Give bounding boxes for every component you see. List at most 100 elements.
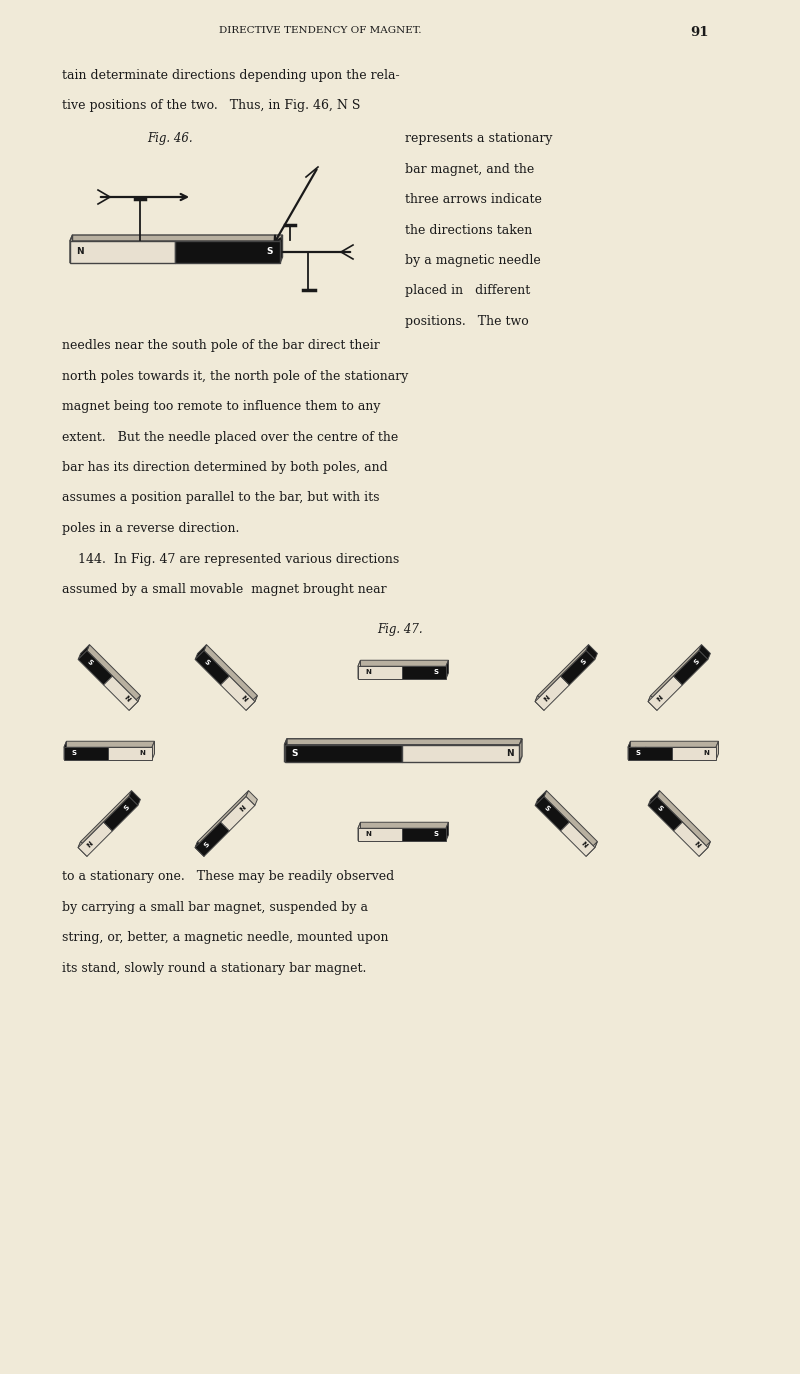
Polygon shape <box>358 661 361 679</box>
Text: N: N <box>655 695 664 703</box>
Text: S: S <box>86 658 94 666</box>
Polygon shape <box>78 644 90 660</box>
Polygon shape <box>108 747 152 760</box>
Text: placed in   different: placed in different <box>405 284 530 298</box>
Polygon shape <box>519 739 522 763</box>
Polygon shape <box>358 822 361 841</box>
Text: three arrows indicate: three arrows indicate <box>405 192 542 206</box>
Polygon shape <box>129 695 140 710</box>
Polygon shape <box>648 695 659 710</box>
Polygon shape <box>402 745 519 763</box>
Polygon shape <box>699 841 710 856</box>
Polygon shape <box>358 822 449 829</box>
Polygon shape <box>70 235 73 262</box>
Polygon shape <box>535 676 570 710</box>
Polygon shape <box>699 644 710 660</box>
Text: Fig. 47.: Fig. 47. <box>377 624 423 636</box>
Text: N: N <box>86 841 94 849</box>
Polygon shape <box>648 790 659 805</box>
Polygon shape <box>716 741 718 760</box>
Polygon shape <box>648 644 702 702</box>
Text: poles in a reverse direction.: poles in a reverse direction. <box>62 522 239 534</box>
Polygon shape <box>204 644 258 702</box>
Text: N: N <box>139 750 145 757</box>
Polygon shape <box>175 240 280 262</box>
Polygon shape <box>628 741 630 760</box>
Polygon shape <box>285 739 522 745</box>
Text: S: S <box>579 658 587 666</box>
Text: N: N <box>76 247 84 257</box>
Polygon shape <box>195 822 230 856</box>
Text: by carrying a small bar magnet, suspended by a: by carrying a small bar magnet, suspende… <box>62 901 368 914</box>
Text: positions.   The two: positions. The two <box>405 315 529 328</box>
Text: its stand, slowly round a stationary bar magnet.: its stand, slowly round a stationary bar… <box>62 962 366 976</box>
Polygon shape <box>64 741 154 747</box>
Polygon shape <box>446 661 449 679</box>
Polygon shape <box>586 644 598 660</box>
Text: to a stationary one.   These may be readily observed: to a stationary one. These may be readil… <box>62 871 394 883</box>
Text: S: S <box>202 658 210 666</box>
Polygon shape <box>221 797 255 831</box>
Polygon shape <box>285 739 287 763</box>
Polygon shape <box>195 651 230 684</box>
Text: represents a stationary: represents a stationary <box>405 132 553 146</box>
Text: S: S <box>434 669 438 676</box>
Text: S: S <box>693 658 700 666</box>
Text: N: N <box>692 841 701 849</box>
Polygon shape <box>129 790 140 805</box>
Polygon shape <box>535 695 546 710</box>
Text: tain determinate directions depending upon the rela-: tain determinate directions depending up… <box>62 69 400 82</box>
Text: string, or, better, a magnetic needle, mounted upon: string, or, better, a magnetic needle, m… <box>62 932 389 944</box>
Polygon shape <box>195 841 206 856</box>
Polygon shape <box>648 676 682 710</box>
Text: S: S <box>122 804 130 812</box>
Text: S: S <box>656 804 663 812</box>
Polygon shape <box>358 661 449 666</box>
Polygon shape <box>195 790 249 848</box>
Text: N: N <box>239 695 247 703</box>
Polygon shape <box>535 644 589 702</box>
Polygon shape <box>628 747 672 760</box>
Polygon shape <box>70 240 175 262</box>
Text: N: N <box>122 695 130 703</box>
Text: N: N <box>542 695 551 703</box>
Polygon shape <box>674 822 708 856</box>
Polygon shape <box>78 822 113 856</box>
Text: 91: 91 <box>690 26 709 38</box>
Text: S: S <box>542 804 550 812</box>
Polygon shape <box>70 235 282 240</box>
Text: N: N <box>579 841 587 849</box>
Text: S: S <box>291 749 298 758</box>
Text: bar magnet, and the: bar magnet, and the <box>405 162 534 176</box>
Text: S: S <box>202 841 210 849</box>
Polygon shape <box>657 790 710 848</box>
Polygon shape <box>195 644 206 660</box>
Polygon shape <box>402 666 446 679</box>
Polygon shape <box>78 841 90 856</box>
Polygon shape <box>103 797 138 831</box>
Text: N: N <box>365 669 371 676</box>
Polygon shape <box>152 741 154 760</box>
Text: the directions taken: the directions taken <box>405 224 532 236</box>
Polygon shape <box>78 651 113 684</box>
Text: north poles towards it, the north pole of the stationary: north poles towards it, the north pole o… <box>62 370 408 382</box>
Text: needles near the south pole of the bar direct their: needles near the south pole of the bar d… <box>62 339 380 352</box>
Polygon shape <box>78 790 131 848</box>
Text: by a magnetic needle: by a magnetic needle <box>405 254 541 267</box>
Polygon shape <box>535 790 546 805</box>
Text: N: N <box>239 804 247 812</box>
Polygon shape <box>535 797 570 831</box>
Text: S: S <box>266 247 274 257</box>
Text: N: N <box>365 831 371 838</box>
Polygon shape <box>674 651 708 684</box>
Polygon shape <box>446 822 449 841</box>
Polygon shape <box>358 666 402 679</box>
Polygon shape <box>64 747 108 760</box>
Text: DIRECTIVE TENDENCY OF MAGNET.: DIRECTIVE TENDENCY OF MAGNET. <box>218 26 422 34</box>
Text: bar has its direction determined by both poles, and: bar has its direction determined by both… <box>62 462 388 474</box>
Polygon shape <box>246 790 258 805</box>
Polygon shape <box>672 747 716 760</box>
Polygon shape <box>103 676 138 710</box>
Polygon shape <box>285 745 402 763</box>
Polygon shape <box>648 797 682 831</box>
